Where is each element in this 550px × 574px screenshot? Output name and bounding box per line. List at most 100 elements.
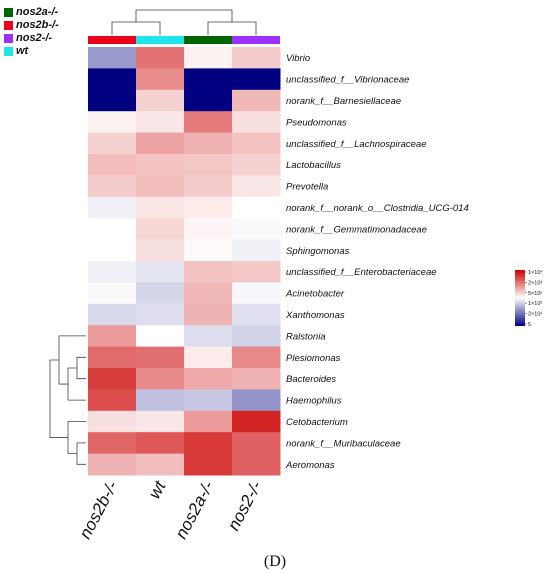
row-label: norank_f__Muribaculaceae xyxy=(286,438,401,449)
row-label: norank_f__Barnesiellaceae xyxy=(286,96,401,107)
column-label: nos2a-/- xyxy=(171,478,217,542)
heatmap-cell xyxy=(184,261,233,283)
legend-label: nos2-/- xyxy=(16,32,53,44)
legend-item: nos2-/- xyxy=(4,32,52,44)
heatmap-cell xyxy=(136,175,185,198)
row-label: unclassified_f__Enterobacteriaceae xyxy=(286,267,437,278)
heatmap-cell xyxy=(88,111,137,134)
colorbar-tick-label: 1×10⁴ xyxy=(528,269,543,276)
row-label: unclassified_f__Vibrionaceae xyxy=(286,75,409,86)
heatmap-cell xyxy=(88,132,137,155)
heatmap-cell xyxy=(232,453,281,476)
legend-label: nos2b-/- xyxy=(16,19,59,31)
heatmap-cell xyxy=(136,218,185,241)
legend-swatch xyxy=(4,33,13,43)
heatmap-cell xyxy=(184,282,233,305)
row-dendrogram xyxy=(49,335,86,465)
column-group-swatch xyxy=(184,36,232,44)
dendrogram-branch xyxy=(58,335,86,385)
heatmap-cell xyxy=(136,432,185,455)
heatmap-cell xyxy=(184,132,233,155)
heatmap-cell xyxy=(184,68,233,91)
heatmap-cell xyxy=(136,196,185,219)
heatmap-cell xyxy=(88,410,137,433)
heatmap-cell xyxy=(136,325,185,348)
heatmap-cell xyxy=(88,239,137,262)
heatmap-cell xyxy=(88,68,137,91)
heatmap-cell xyxy=(136,239,185,262)
heatmap-cell xyxy=(232,47,281,69)
row-label: Xanthomonas xyxy=(285,310,345,321)
heatmap-cell xyxy=(88,346,137,369)
heatmap-cell xyxy=(184,303,233,326)
heatmap-cell xyxy=(136,410,185,433)
legend-swatch xyxy=(4,7,13,17)
heatmap-cell xyxy=(136,111,185,134)
legend-item: wt xyxy=(4,45,28,57)
heatmap-cell xyxy=(184,368,233,390)
heatmap-cell xyxy=(184,410,233,433)
heatmap-cell xyxy=(232,389,281,412)
heatmap-cell xyxy=(232,196,281,219)
heatmap-cell xyxy=(136,453,185,476)
heatmap-cell xyxy=(136,282,185,305)
heatmap-cell xyxy=(136,47,185,69)
colorbar-tick-label: 2×10³ xyxy=(528,280,542,286)
colorbar-tick-label: 5×10² xyxy=(528,291,542,297)
column-group-bar xyxy=(88,36,280,44)
heatmap-cell xyxy=(136,154,185,176)
heatmap-cells xyxy=(88,47,281,476)
colorbar: 1×10⁴ 2×10³ 5×10² 1×10² 2×10¹ 5 xyxy=(515,269,543,328)
heatmap-cell xyxy=(88,47,137,69)
heatmap-cell xyxy=(232,89,281,112)
heatmap-cell xyxy=(88,154,137,176)
row-label: Ralstonia xyxy=(286,331,326,342)
colorbar-gradient xyxy=(515,270,525,326)
heatmap-cell xyxy=(232,325,281,348)
heatmap-cell xyxy=(232,218,281,241)
heatmap-cell xyxy=(232,154,281,176)
heatmap-cell xyxy=(184,346,233,369)
heatmap-cell xyxy=(184,111,233,134)
heatmap-cell xyxy=(232,239,281,262)
heatmap-cell xyxy=(88,282,137,305)
row-label: Cetobacterium xyxy=(286,417,348,428)
row-label: norank_f__norank_o__Clostridia_UCG-014 xyxy=(286,203,469,214)
heatmap-cell xyxy=(232,261,281,283)
row-label: Bacteroides xyxy=(286,374,336,385)
heatmap-cell xyxy=(88,196,137,219)
heatmap-cell xyxy=(184,218,233,241)
heatmap-cell xyxy=(136,132,185,155)
row-label: Plesiomonas xyxy=(286,353,341,364)
row-label: Acinetobacter xyxy=(285,289,345,300)
row-labels: Vibrio unclassified_f__Vibrionaceaenorank… xyxy=(285,53,469,471)
heatmap-cell xyxy=(136,261,185,283)
colorbar-tick-label: 1×10² xyxy=(528,301,542,307)
heatmap-cell xyxy=(184,389,233,412)
heatmap-cell xyxy=(232,175,281,198)
row-label: Haemophilus xyxy=(286,396,342,407)
heatmap-cell xyxy=(184,432,233,455)
column-group-swatch xyxy=(88,36,136,44)
heatmap-cell xyxy=(136,303,185,326)
heatmap-cell xyxy=(232,303,281,326)
row-label: Lactobacillus xyxy=(286,160,341,171)
column-label: nos2b-/- xyxy=(75,478,121,542)
heatmap-cell xyxy=(136,89,185,112)
dendrogram-branch xyxy=(49,359,68,438)
heatmap-cell xyxy=(88,175,137,198)
heatmap-cell xyxy=(88,389,137,412)
heatmap-cell xyxy=(232,410,281,433)
column-group-swatch xyxy=(136,36,184,44)
heatmap-cell xyxy=(232,432,281,455)
panel-caption: (D) xyxy=(263,553,287,570)
heatmap-cell xyxy=(184,175,233,198)
heatmap-cell xyxy=(88,432,137,455)
row-label: Sphingomonas xyxy=(286,246,350,257)
heatmap-cell xyxy=(232,111,281,134)
heatmap-cell xyxy=(232,68,281,91)
heatmap-cell xyxy=(136,368,185,390)
heatmap-cell xyxy=(232,282,281,305)
row-label: Prevotella xyxy=(286,182,328,193)
